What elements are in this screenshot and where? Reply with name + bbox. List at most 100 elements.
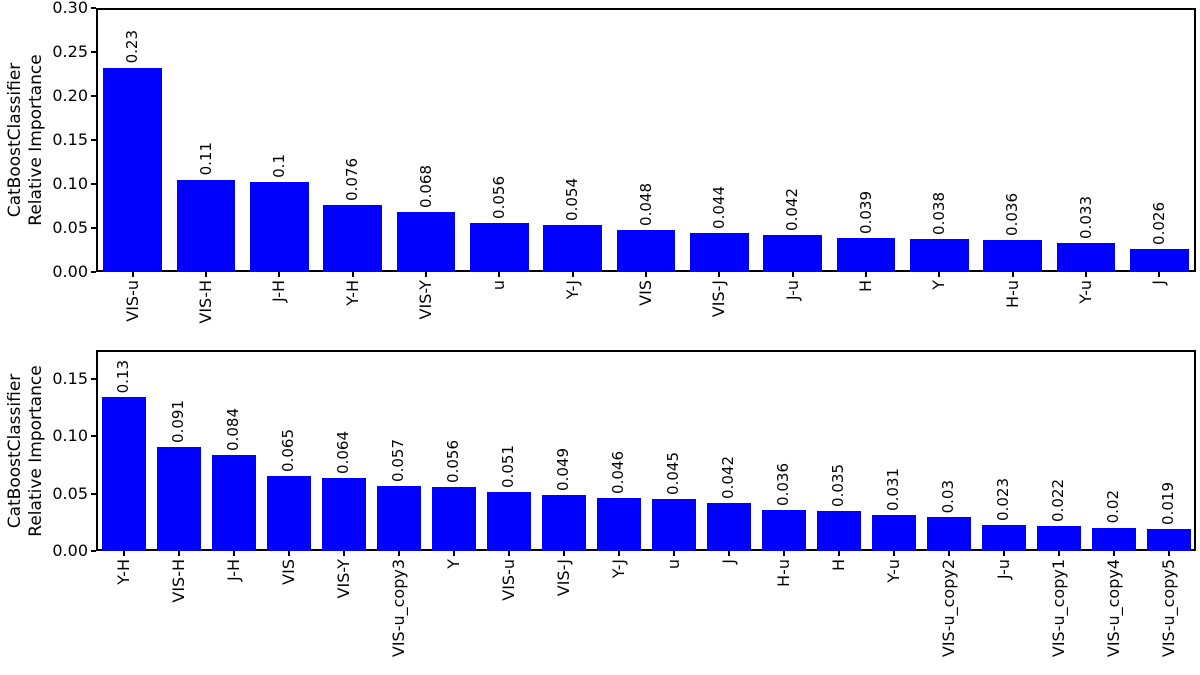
bar — [321, 477, 366, 551]
y-tick-label: 0.10 — [52, 426, 88, 446]
bar-value-label: 0.054 — [563, 177, 582, 221]
x-tick-label: VIS-Y — [416, 280, 435, 320]
x-tick-mark — [397, 551, 400, 556]
x-tick-mark — [122, 551, 125, 556]
bar — [1091, 527, 1136, 551]
bar-value-label: 0.056 — [489, 175, 508, 219]
x-tick-label: VIS-u_copy1 — [1048, 559, 1068, 658]
y-tick-mark — [91, 183, 96, 185]
x-tick-label: Y-H — [113, 559, 133, 585]
bar — [211, 454, 256, 551]
x-tick-label: J — [718, 559, 738, 564]
x-tick-mark — [452, 551, 455, 556]
y-axis-label-top-line1: CatBoostClassifier — [5, 62, 25, 218]
bar — [761, 509, 806, 551]
y-tick-label: 0.30 — [52, 0, 88, 17]
x-tick-mark — [1011, 272, 1014, 277]
bar-value-label: 0.13 — [114, 359, 132, 394]
bar — [836, 237, 896, 272]
bar — [486, 492, 531, 551]
x-tick-label: VIS-u — [122, 280, 142, 322]
x-tick-label: VIS-u_copy2 — [938, 559, 958, 658]
bar-value-label: 0.045 — [664, 452, 682, 496]
x-tick-mark — [672, 551, 675, 556]
x-tick-label: VIS-u_copy4 — [1103, 559, 1123, 658]
bar-value-label: 0.049 — [554, 447, 572, 491]
bar-value-label: 0.068 — [416, 165, 435, 209]
bar-value-label: 0.042 — [719, 455, 737, 499]
x-tick-label: VIS-H — [196, 280, 215, 324]
x-tick-mark — [645, 272, 647, 277]
bar — [176, 179, 236, 272]
bar-value-label: 0.11 — [196, 142, 215, 176]
bar — [690, 233, 749, 272]
y-tick-mark — [91, 227, 96, 229]
x-tick-mark — [892, 551, 895, 556]
bar-value-label: 0.031 — [884, 468, 902, 512]
bar-value-label: 0.035 — [829, 463, 847, 507]
y-tick-mark — [91, 435, 96, 438]
y-tick-label: 0.05 — [52, 483, 88, 503]
x-tick-label: VIS — [636, 280, 655, 306]
x-tick-label: J — [1149, 280, 1169, 285]
x-tick-mark — [938, 272, 941, 277]
bar-value-label: 0.056 — [444, 440, 462, 484]
bar — [651, 499, 696, 551]
x-tick-label: H-u — [1002, 280, 1022, 308]
bar-value-label: 0.091 — [169, 399, 187, 443]
x-tick-mark — [837, 551, 840, 556]
x-tick-mark — [617, 551, 620, 556]
bottom-bar-chart: 0.00 0.05 0.10 0.15 0.13 Y-H 0.091 VIS-H 0.084 J-… — [52, 350, 1196, 657]
x-tick-label: VIS-u_copy5 — [1158, 559, 1178, 658]
plot-border-bottom — [96, 350, 1196, 551]
bar-value-label: 0.084 — [224, 407, 242, 451]
bar — [101, 397, 146, 551]
bar — [156, 446, 201, 551]
x-tick-mark — [232, 551, 235, 556]
bar-value-label: 0.036 — [1003, 193, 1022, 237]
bar-value-label: 0.039 — [856, 190, 875, 234]
x-tick-mark — [1112, 551, 1115, 556]
bar-value-label: 0.051 — [499, 445, 517, 489]
bar — [541, 494, 586, 551]
y-tick-mark — [91, 95, 96, 97]
bar — [470, 222, 529, 272]
x-tick-label: Y-J — [562, 280, 582, 300]
x-tick-mark — [562, 551, 565, 556]
bar — [376, 485, 421, 551]
y-tick-mark — [91, 271, 96, 273]
x-tick-mark — [727, 551, 730, 556]
x-tick-mark — [1167, 551, 1170, 556]
x-tick-label: Y-u — [883, 559, 903, 583]
x-tick-label: Y — [443, 559, 463, 569]
bar — [543, 224, 602, 272]
bar — [596, 498, 641, 551]
bar-value-label: 0.064 — [334, 430, 352, 474]
x-tick-mark — [1085, 272, 1087, 277]
x-tick-mark — [205, 272, 207, 277]
bar-value-label: 0.033 — [1076, 196, 1095, 239]
bar — [816, 510, 861, 551]
y-axis-label-bottom: CatBoostClassifier Relative Importance — [5, 365, 47, 536]
bar-value-label: 0.038 — [929, 191, 948, 235]
bar-value-label: 0.046 — [609, 451, 627, 495]
x-tick-label: u — [663, 559, 683, 570]
y-tick-label: 0.15 — [52, 130, 88, 149]
bar — [616, 229, 676, 272]
bar-value-label: 0.03 — [939, 479, 957, 514]
bar — [1130, 249, 1189, 272]
y-tick-mark — [91, 377, 96, 380]
bar-value-label: 0.026 — [1149, 202, 1168, 246]
y-tick-mark — [91, 51, 96, 53]
x-tick-label: H-u — [773, 559, 793, 587]
x-tick-label: J-u — [782, 280, 802, 301]
bar-value-label: 0.02 — [1104, 490, 1122, 524]
x-tick-label: VIS-J — [553, 559, 573, 597]
x-tick-mark — [865, 272, 867, 277]
bar — [103, 67, 162, 272]
x-tick-label: J-H — [269, 280, 289, 302]
bar — [323, 205, 382, 272]
x-tick-mark — [425, 272, 427, 277]
bar-value-label: 0.065 — [279, 429, 297, 473]
